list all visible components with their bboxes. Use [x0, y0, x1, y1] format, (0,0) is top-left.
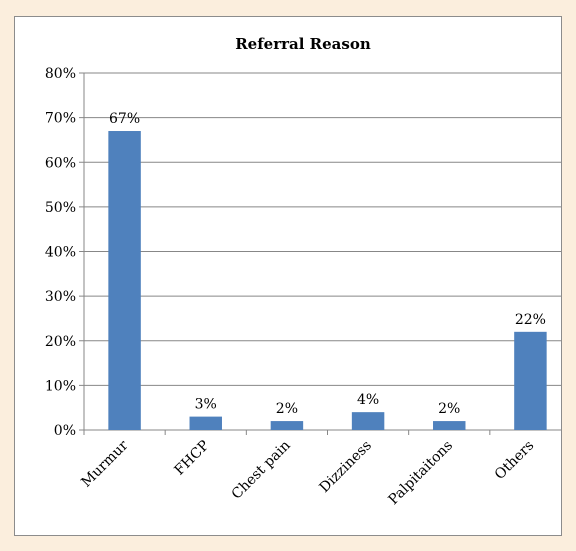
bar: [270, 421, 304, 430]
data-label: 2%: [438, 401, 460, 417]
bar: [189, 416, 222, 430]
chart-title: Referral Reason: [235, 35, 371, 53]
bar: [433, 421, 466, 430]
data-label: 2%: [276, 401, 298, 417]
y-tick-label: 70%: [45, 111, 76, 127]
y-tick-label: 40%: [45, 245, 76, 261]
bars: [108, 131, 547, 430]
bar: [351, 412, 385, 430]
chart-frame: Referral Reason 0% 10% 20% 30% 40% 50% 60% 70% 8…: [14, 16, 562, 536]
category-label: Murmur: [78, 437, 131, 490]
data-label: 22%: [515, 312, 546, 328]
y-tick-label: 20%: [45, 334, 76, 350]
y-tick-label: 50%: [45, 200, 76, 216]
gridlines: [84, 72, 561, 386]
y-tick-label: 80%: [45, 66, 76, 82]
axes: [79, 72, 561, 435]
data-label: 67%: [109, 111, 140, 127]
y-tick-label: 30%: [45, 289, 76, 305]
category-label: Palpitaitons: [386, 438, 457, 509]
category-label: Dizziness: [316, 438, 374, 496]
bar: [108, 131, 141, 430]
category-label: FHCP: [172, 438, 213, 479]
category-label: Others: [492, 438, 537, 483]
referral-reason-chart: Referral Reason 0% 10% 20% 30% 40% 50% 60% 70% 8…: [45, 35, 561, 509]
category-label: Chest pain: [229, 438, 294, 503]
data-label: 3%: [195, 397, 217, 413]
y-tick-label: 10%: [45, 378, 76, 394]
y-tick-label: 60%: [45, 155, 76, 171]
bar: [514, 331, 547, 430]
data-label: 4%: [357, 392, 379, 408]
y-tick-label: 0%: [54, 423, 76, 439]
